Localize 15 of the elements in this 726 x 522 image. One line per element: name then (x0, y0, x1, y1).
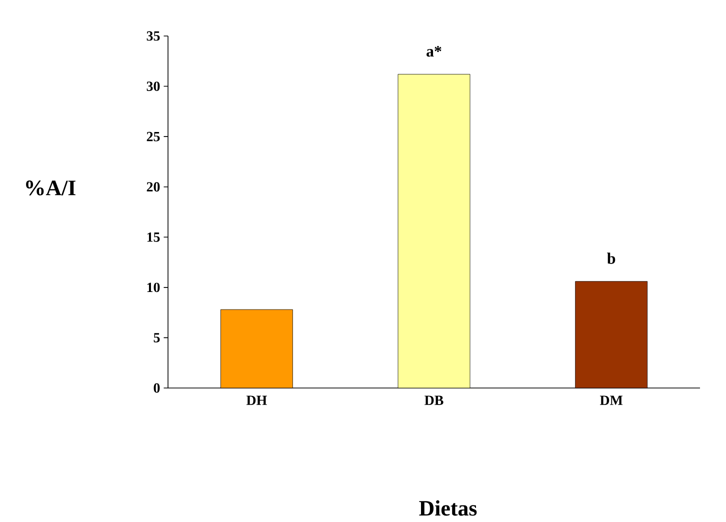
y-tick-label: 20 (146, 182, 160, 192)
x-tick-label: DB (424, 396, 444, 405)
y-tick-label: 30 (146, 82, 160, 91)
x-axis-title: Dietas (419, 500, 477, 516)
x-tick-label: DM (600, 396, 623, 405)
y-tick-label: 5 (154, 333, 160, 342)
y-axis-title: %A/I (26, 180, 76, 196)
annotation: b (607, 252, 616, 264)
annotation: a* (426, 46, 442, 57)
y-tick-label: 0 (154, 383, 160, 393)
y-tick-label: 35 (146, 31, 160, 41)
x-tick-label: DH (246, 396, 267, 405)
y-tick-label: 25 (146, 132, 160, 142)
y-tick-label: 15 (147, 232, 160, 242)
y-tick-label: 10 (147, 282, 160, 292)
